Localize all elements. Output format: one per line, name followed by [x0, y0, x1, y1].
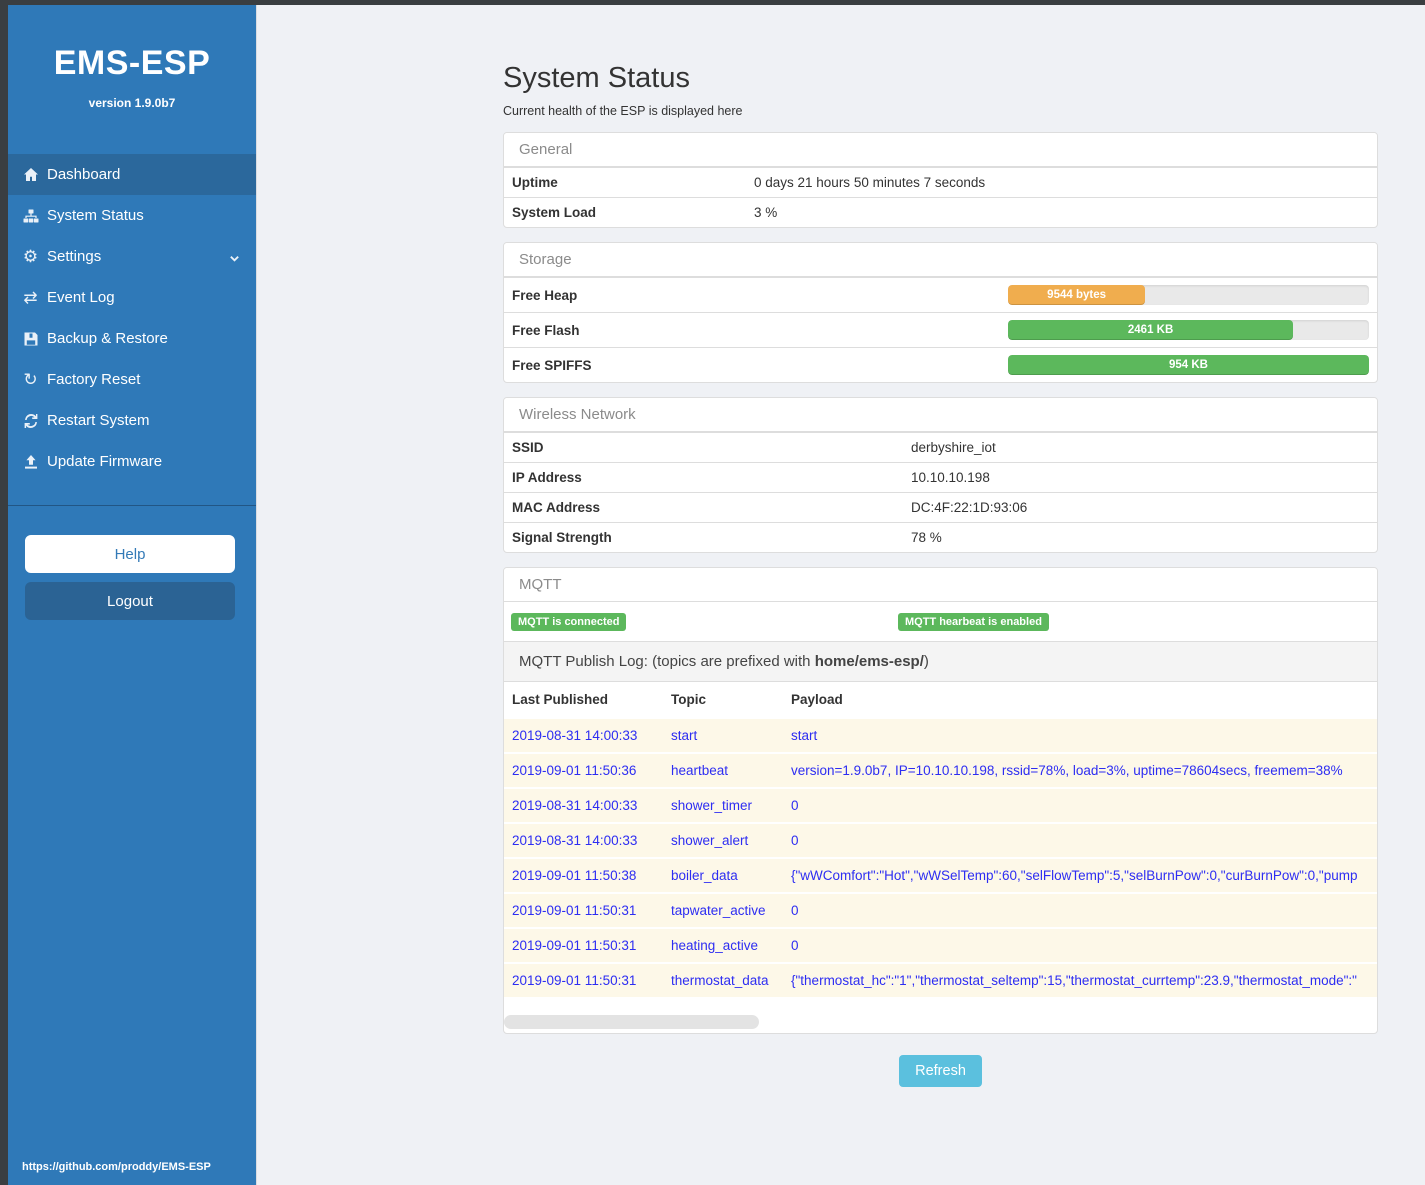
signal-strength-value: 78 % — [911, 530, 942, 545]
col-last-published: Last Published — [512, 692, 609, 707]
mqtt-publish-log-label: MQTT Publish Log: (topics are prefixed w… — [504, 641, 1377, 682]
mqtt-log-table: Last Published Topic Payload 2019-08-31 … — [504, 682, 1377, 997]
app-title: EMS-ESP — [53, 44, 211, 82]
storage-card: Storage Free Heap 9544 bytes Free Flash … — [503, 242, 1378, 383]
sidebar-item-event-log[interactable]: ⇄ Event Log — [23, 288, 115, 307]
system-load-value: 3 % — [754, 205, 778, 220]
page-title: System Status — [503, 62, 690, 94]
sidebar-divider — [8, 505, 256, 506]
scrollbar-thumb[interactable] — [504, 1015, 759, 1029]
free-heap-bar: 9544 bytes — [1008, 285, 1369, 305]
signal-strength-row: Signal Strength 78 % — [504, 522, 1377, 552]
upload-icon — [22, 453, 39, 470]
sidebar-item-factory-reset[interactable]: ↻ Factory Reset — [23, 370, 141, 389]
table-row: 2019-08-31 14:00:33 shower_timer 0 — [504, 787, 1377, 823]
sync-icon — [22, 412, 39, 429]
free-spiffs-row: Free SPIFFS 954 KB — [504, 347, 1377, 382]
sidebar-item-settings[interactable]: ⚙ Settings — [8, 236, 256, 277]
home-icon — [22, 166, 39, 183]
sidebar-item-system-status[interactable]: System Status — [8, 195, 256, 236]
storage-header: Storage — [504, 243, 1377, 277]
table-row: 2019-09-01 11:50:36 heartbeat version=1.… — [504, 752, 1377, 788]
refresh-button[interactable]: Refresh — [899, 1055, 982, 1087]
table-row: 2019-09-01 11:50:31 tapwater_active 0 — [504, 892, 1377, 928]
github-link[interactable]: https://github.com/proddy/EMS-ESP — [22, 1161, 211, 1173]
sidebar-item-dashboard[interactable]: Dashboard — [8, 154, 256, 195]
mac-address-row: MAC Address DC:4F:22:1D:93:06 — [504, 492, 1377, 522]
table-row: 2019-08-31 14:00:33 shower_alert 0 — [504, 822, 1377, 858]
uptime-row: Uptime 0 days 21 hours 50 minutes 7 seco… — [504, 167, 1377, 197]
save-icon — [22, 330, 39, 347]
gear-icon: ⚙ — [22, 247, 39, 266]
table-row: 2019-09-01 11:50:31 heating_active 0 — [504, 927, 1377, 963]
free-heap-row: Free Heap 9544 bytes — [504, 277, 1377, 312]
ssid-value: derbyshire_iot — [911, 440, 996, 455]
sitemap-icon — [22, 207, 39, 224]
mqtt-badges: MQTT is connected MQTT hearbeat is enabl… — [504, 602, 1377, 641]
window-top-edge — [0, 0, 1425, 5]
wireless-card: Wireless Network SSID derbyshire_iot IP … — [503, 397, 1378, 553]
sidebar-item-update-firmware[interactable]: Update Firmware — [8, 441, 256, 482]
mqtt-connected-badge: MQTT is connected — [511, 613, 627, 631]
main-area: System Status Current health of the ESP … — [256, 5, 1425, 1185]
ssid-row: SSID derbyshire_iot — [504, 432, 1377, 462]
sidebar-item-restart-system[interactable]: Restart System — [8, 400, 256, 441]
app-version: version 1.9.0b7 — [88, 96, 176, 110]
redo-icon: ↻ — [23, 370, 38, 389]
logout-button[interactable]: Logout — [25, 582, 235, 620]
window-left-edge — [0, 0, 8, 1185]
col-topic: Topic — [671, 692, 706, 707]
ip-address-value: 10.10.10.198 — [911, 470, 990, 485]
exchange-icon: ⇄ — [23, 288, 38, 307]
page-subtitle: Current health of the ESP is displayed h… — [503, 104, 743, 118]
chevron-down-icon — [229, 251, 240, 269]
table-row: 2019-08-31 14:00:33 start start — [504, 717, 1377, 753]
help-button[interactable]: Help — [25, 535, 235, 573]
system-load-row: System Load 3 % — [504, 197, 1377, 227]
free-flash-bar: 2461 KB — [1008, 320, 1369, 340]
uptime-value: 0 days 21 hours 50 minutes 7 seconds — [754, 175, 986, 190]
sidebar: EMS-ESP version 1.9.0b7 Dashboard System… — [8, 5, 256, 1185]
mqtt-header: MQTT — [504, 568, 1377, 602]
mac-address-value: DC:4F:22:1D:93:06 — [911, 500, 1028, 515]
mqtt-card: MQTT MQTT is connected MQTT hearbeat is … — [503, 567, 1378, 1034]
table-row: 2019-09-01 11:50:38 boiler_data {"wWComf… — [504, 857, 1377, 893]
mqtt-heartbeat-badge: MQTT hearbeat is enabled — [898, 613, 1049, 631]
sidebar-nav: Dashboard System Status ⚙ Settings ⇄ Eve… — [8, 154, 256, 482]
free-spiffs-bar: 954 KB — [1008, 355, 1369, 375]
table-row: 2019-09-01 11:50:31 thermostat_data {"th… — [504, 962, 1377, 997]
ip-address-row: IP Address 10.10.10.198 — [504, 462, 1377, 492]
horizontal-scrollbar[interactable] — [504, 1015, 1377, 1029]
general-card: General Uptime 0 days 21 hours 50 minute… — [503, 132, 1378, 228]
sidebar-item-backup-restore[interactable]: Backup & Restore — [8, 318, 256, 359]
free-flash-row: Free Flash 2461 KB — [504, 312, 1377, 347]
mqtt-table-header-row: Last Published Topic Payload — [504, 682, 1377, 718]
col-payload: Payload — [791, 692, 843, 707]
table-spacer — [504, 997, 1377, 1015]
wireless-header: Wireless Network — [504, 398, 1377, 432]
general-header: General — [504, 133, 1377, 167]
